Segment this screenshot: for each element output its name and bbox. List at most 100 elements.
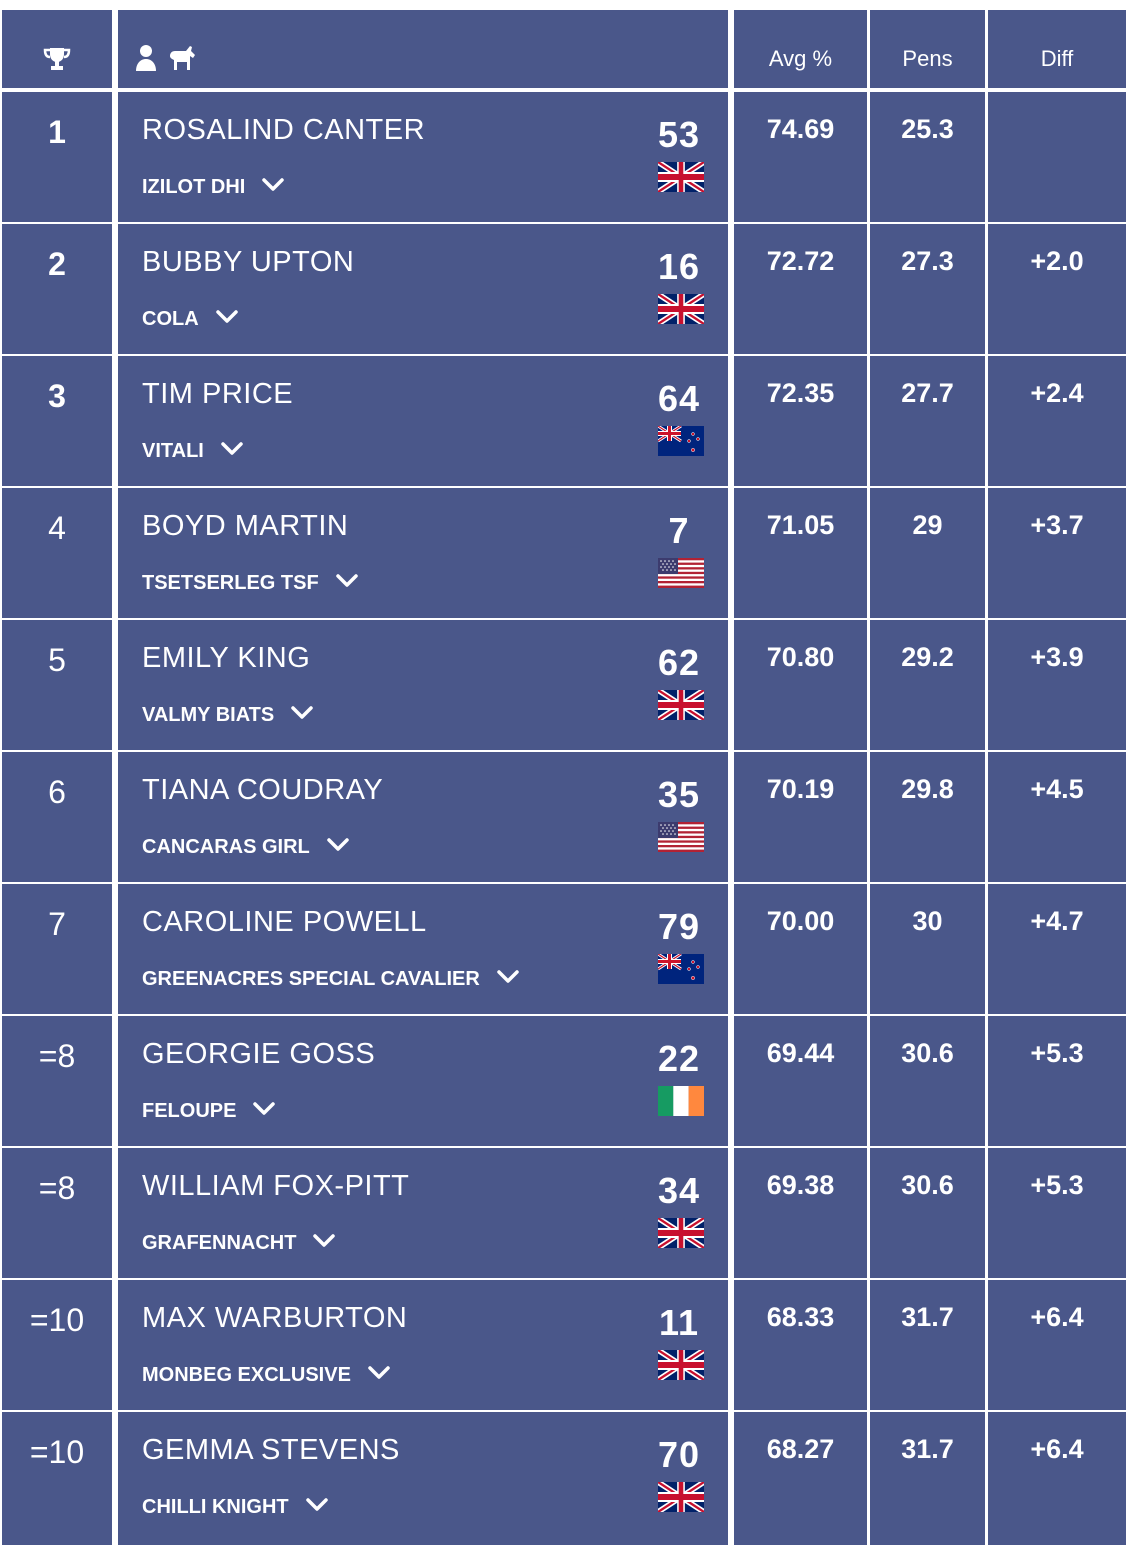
us-flag-icon	[658, 558, 704, 588]
rider-name: ROSALIND CANTER	[142, 114, 426, 146]
diff-cell	[988, 92, 1126, 222]
diff-value: +6.4	[1030, 1434, 1084, 1464]
person-icon	[134, 44, 158, 72]
pens-value: 29.2	[901, 642, 954, 672]
header-position	[2, 10, 112, 88]
competitor-number: 62	[657, 642, 701, 683]
nz-flag-icon	[658, 426, 704, 456]
chevron-down-icon[interactable]	[290, 700, 314, 730]
pens-cell: 30.6	[870, 1016, 985, 1146]
rider-name: BOYD MARTIN	[142, 510, 349, 542]
horse-dropdown[interactable]: FELOUPE	[142, 1096, 276, 1126]
rider-cell: WILLIAM FOX-PITT GRAFENNACHT 34	[118, 1148, 728, 1278]
competitor-number: 70	[657, 1434, 701, 1475]
pens-value: 27.3	[901, 246, 954, 276]
competitor-number: 11	[658, 1302, 700, 1343]
position-value: 6	[48, 774, 66, 810]
diff-value: +3.9	[1030, 642, 1084, 672]
position-value: =10	[29, 1434, 85, 1470]
pens-value: 27.7	[901, 378, 954, 408]
horse-dropdown[interactable]: TSETSERLEG TSF	[142, 568, 359, 598]
competitor-number: 53	[657, 114, 701, 155]
avg-value: 70.80	[766, 642, 835, 672]
avg-cell: 70.80	[734, 620, 867, 750]
position-value: =8	[38, 1170, 76, 1206]
avg-cell: 72.35	[734, 356, 867, 486]
rider-cell: EMILY KING VALMY BIATS 62	[118, 620, 728, 750]
horse-dropdown[interactable]: CHILLI KNIGHT	[142, 1492, 329, 1522]
rider-cell: BUBBY UPTON COLA 16	[118, 224, 728, 354]
horse-icon	[168, 44, 198, 72]
position-value: =10	[29, 1302, 85, 1338]
position-value: 7	[48, 906, 66, 942]
pens-value: 30	[912, 906, 943, 936]
diff-cell: +4.7	[988, 884, 1126, 1014]
chevron-down-icon[interactable]	[305, 1492, 329, 1522]
chevron-down-icon[interactable]	[496, 964, 520, 994]
diff-value: +6.4	[1030, 1302, 1084, 1332]
horse-name: VALMY BIATS	[142, 703, 275, 726]
competitor-number: 64	[657, 378, 701, 419]
horse-dropdown[interactable]: GRAFENNACHT	[142, 1228, 336, 1258]
position-cell: 4	[2, 488, 112, 618]
pens-value: 30.6	[901, 1038, 954, 1068]
chevron-down-icon[interactable]	[326, 832, 350, 862]
rider-name: TIM PRICE	[142, 378, 294, 410]
avg-cell: 68.27	[734, 1412, 867, 1545]
rider-cell: TIANA COUDRAY CANCARAS GIRL 35	[118, 752, 728, 882]
avg-cell: 69.44	[734, 1016, 867, 1146]
chevron-down-icon[interactable]	[252, 1096, 276, 1126]
horse-name: GREENACRES SPECIAL CAVALIER	[142, 967, 480, 990]
pens-value: 29.8	[901, 774, 954, 804]
horse-name: COLA	[142, 307, 199, 330]
competitor-number: 7	[668, 510, 690, 551]
horse-name: CHILLI KNIGHT	[142, 1495, 289, 1518]
position-cell: 6	[2, 752, 112, 882]
gb-flag-icon	[658, 1350, 704, 1380]
horse-dropdown[interactable]: IZILOT DHI	[142, 172, 285, 202]
diff-value: +4.7	[1030, 906, 1084, 936]
pens-value: 31.7	[901, 1434, 954, 1464]
pens-cell: 25.3	[870, 92, 985, 222]
chevron-down-icon[interactable]	[261, 172, 285, 202]
rider-name: GEMMA STEVENS	[142, 1434, 400, 1466]
pens-value: 31.7	[901, 1302, 954, 1332]
diff-value: +4.5	[1030, 774, 1084, 804]
avg-value: 74.69	[766, 114, 835, 144]
pens-cell: 27.3	[870, 224, 985, 354]
chevron-down-icon[interactable]	[367, 1360, 391, 1390]
horse-dropdown[interactable]: GREENACRES SPECIAL CAVALIER	[142, 964, 520, 994]
chevron-down-icon[interactable]	[312, 1228, 336, 1258]
avg-cell: 69.38	[734, 1148, 867, 1278]
diff-cell: +6.4	[988, 1412, 1126, 1545]
horse-name: CANCARAS GIRL	[142, 835, 310, 858]
horse-dropdown[interactable]: COLA	[142, 304, 239, 334]
horse-name: VITALI	[142, 439, 204, 462]
position-cell: =8	[2, 1148, 112, 1278]
nz-flag-icon	[658, 954, 704, 984]
position-cell: =10	[2, 1412, 112, 1545]
rider-name: MAX WARBURTON	[142, 1302, 408, 1334]
horse-dropdown[interactable]: MONBEG EXCLUSIVE	[142, 1360, 391, 1390]
rider-cell: MAX WARBURTON MONBEG EXCLUSIVE 11	[118, 1280, 728, 1410]
rider-cell: CAROLINE POWELL GREENACRES SPECIAL CAVALI…	[118, 884, 728, 1014]
horse-dropdown[interactable]: VALMY BIATS	[142, 700, 314, 730]
diff-cell: +3.7	[988, 488, 1126, 618]
position-value: 3	[48, 378, 66, 414]
chevron-down-icon[interactable]	[220, 436, 244, 466]
diff-value: +5.3	[1030, 1170, 1084, 1200]
horse-dropdown[interactable]: VITALI	[142, 436, 244, 466]
avg-cell: 74.69	[734, 92, 867, 222]
avg-cell: 70.00	[734, 884, 867, 1014]
position-cell: 1	[2, 92, 112, 222]
diff-cell: +6.4	[988, 1280, 1126, 1410]
horse-dropdown[interactable]: CANCARAS GIRL	[142, 832, 350, 862]
position-value: 5	[48, 642, 66, 678]
pens-cell: 29	[870, 488, 985, 618]
chevron-down-icon[interactable]	[335, 568, 359, 598]
diff-cell: +2.4	[988, 356, 1126, 486]
header-avg: Avg %	[734, 10, 867, 88]
diff-cell: +5.3	[988, 1016, 1126, 1146]
horse-name: FELOUPE	[142, 1099, 237, 1122]
chevron-down-icon[interactable]	[215, 304, 239, 334]
